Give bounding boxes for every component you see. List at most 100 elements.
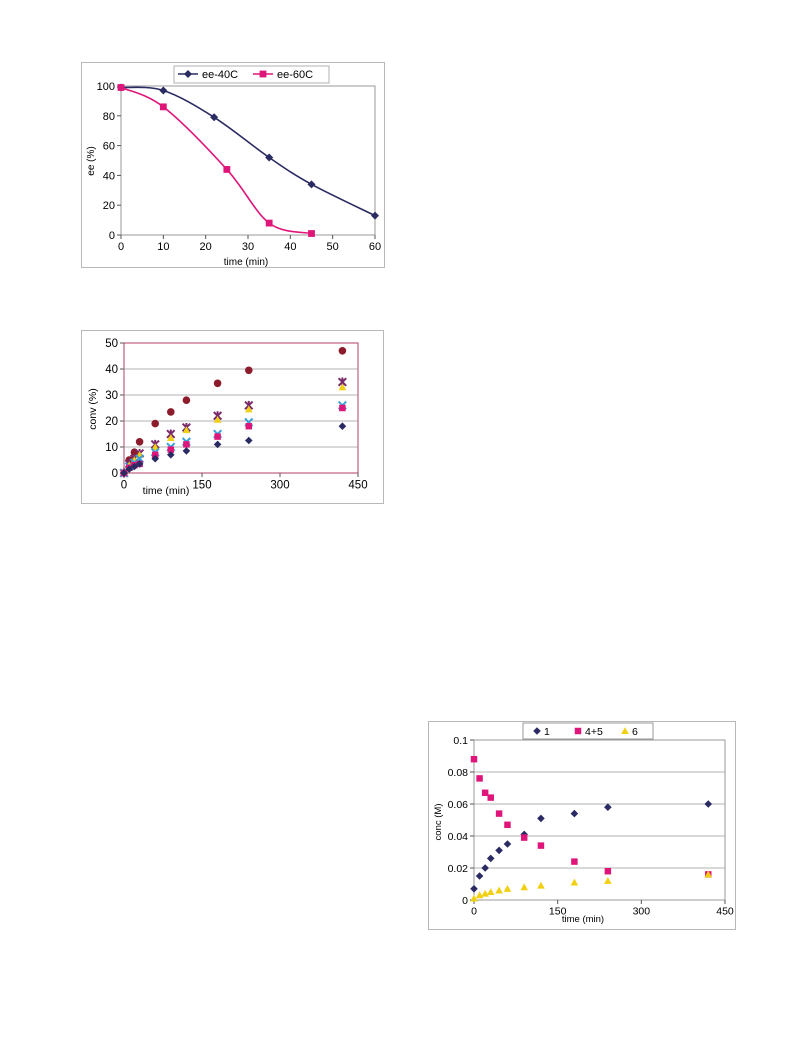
data-point (213, 379, 222, 388)
series-2 (470, 870, 713, 902)
y-tick-label: 0.04 (448, 831, 469, 843)
data-point (604, 803, 612, 811)
y-tick-label: 10 (105, 442, 118, 454)
x-tick-label: 0 (471, 906, 477, 918)
y-tick-label: 60 (103, 141, 115, 153)
data-point (265, 219, 273, 227)
data-point (167, 446, 175, 453)
legend-marker (574, 727, 582, 735)
y-tick-label: 0.02 (448, 863, 469, 875)
ee-chart: 0 20 40 60 80 100 0 10 20 30 40 50 60 time (min) ee (%… (81, 62, 385, 268)
x-tick-label: 150 (192, 480, 211, 492)
y-tick-label: 0 (462, 895, 468, 907)
data-point (481, 889, 489, 897)
series-3 (119, 400, 347, 478)
data-point (476, 775, 483, 782)
data-point (571, 858, 578, 865)
data-point (481, 864, 489, 872)
series-line (120, 86, 312, 235)
data-point (245, 436, 253, 445)
x-tick-label: 150 (549, 906, 567, 918)
x-axis-label: time (min) (562, 914, 604, 925)
data-point (338, 383, 347, 391)
data-point (486, 854, 495, 863)
y-axis-label: conv (%) (87, 388, 99, 429)
data-point (704, 800, 713, 808)
data-point (223, 166, 231, 173)
data-point (245, 422, 253, 430)
data-point (307, 180, 316, 189)
legend-label: 4+5 (585, 726, 603, 738)
legend-label: ee-60C (277, 69, 313, 81)
data-point (704, 870, 713, 878)
data-point (130, 462, 139, 471)
data-point (503, 885, 512, 892)
legend-marker (184, 70, 192, 78)
data-point (504, 821, 511, 829)
y-tick-label: 0.1 (453, 735, 468, 747)
data-point (117, 84, 125, 91)
data-point (308, 230, 315, 237)
series-1 (470, 755, 712, 878)
x-tick-label: 450 (716, 906, 734, 918)
legend-box (522, 722, 654, 740)
legend: 1 4+5 6 (522, 722, 654, 740)
plot-area (120, 85, 376, 236)
y-tick-label: 0.08 (448, 767, 469, 779)
data-point (470, 885, 478, 893)
data-point (151, 451, 159, 459)
data-point (371, 211, 379, 220)
data-point (520, 883, 528, 891)
x-tick-label: 10 (157, 241, 169, 253)
data-point (182, 447, 191, 455)
y-tick-label: 30 (105, 390, 118, 402)
data-point (183, 441, 190, 448)
data-point (182, 396, 191, 404)
data-point (159, 103, 167, 111)
data-point (470, 755, 478, 763)
x-tick-label: 0 (121, 480, 127, 492)
x-axis-label: time (min) (224, 257, 268, 268)
data-point (135, 438, 144, 446)
y-tick-label: 80 (103, 111, 115, 123)
data-point (475, 891, 484, 899)
data-point (487, 794, 494, 801)
plot-area (473, 739, 726, 901)
legend-box (173, 65, 330, 84)
conversion-chart-svg: 0 10 20 30 40 50 0 150 300 450 time (min) conv (%) (87, 338, 368, 497)
data-point (470, 894, 478, 902)
data-point (481, 789, 489, 797)
legend: ee-40C ee-60C (173, 65, 330, 84)
y-tick-label: 40 (103, 170, 115, 182)
y-tick-label: 40 (105, 364, 118, 376)
data-point (214, 433, 221, 440)
concentration-chart: 0 0.02 0.04 0.06 0.08 0.1 0 150 300 450 time (min)… (428, 721, 736, 930)
data-point (338, 422, 347, 430)
data-point (570, 809, 579, 818)
data-point (520, 834, 528, 841)
data-point (495, 886, 503, 894)
data-point (495, 846, 503, 855)
data-point (537, 881, 545, 889)
y-tick-label: 0 (109, 230, 115, 242)
data-point (159, 86, 168, 95)
series-1 (117, 84, 315, 237)
data-point (486, 888, 495, 896)
legend-marker (621, 727, 629, 735)
y-tick-label: 50 (105, 338, 118, 350)
data-point (495, 810, 503, 817)
conversion-chart: 0 10 20 30 40 50 0 150 300 450 time (min) conv (%) (81, 330, 384, 504)
series-0 (117, 83, 379, 220)
series-1 (119, 377, 347, 478)
x-tick-label: 300 (270, 480, 289, 492)
y-tick-label: 0 (112, 468, 118, 480)
ee-chart-svg: 0 20 40 60 80 100 0 10 20 30 40 50 60 time (min) ee (%… (86, 65, 381, 268)
data-point (265, 153, 274, 162)
data-point (503, 840, 512, 848)
series-0 (470, 800, 713, 893)
data-point (570, 878, 579, 886)
concentration-chart-svg: 0 0.02 0.04 0.06 0.08 0.1 0 150 300 450 time (min)… (433, 722, 734, 925)
data-point (537, 814, 545, 823)
legend-label: 6 (632, 726, 638, 738)
x-axis-label: time (min) (143, 485, 190, 497)
